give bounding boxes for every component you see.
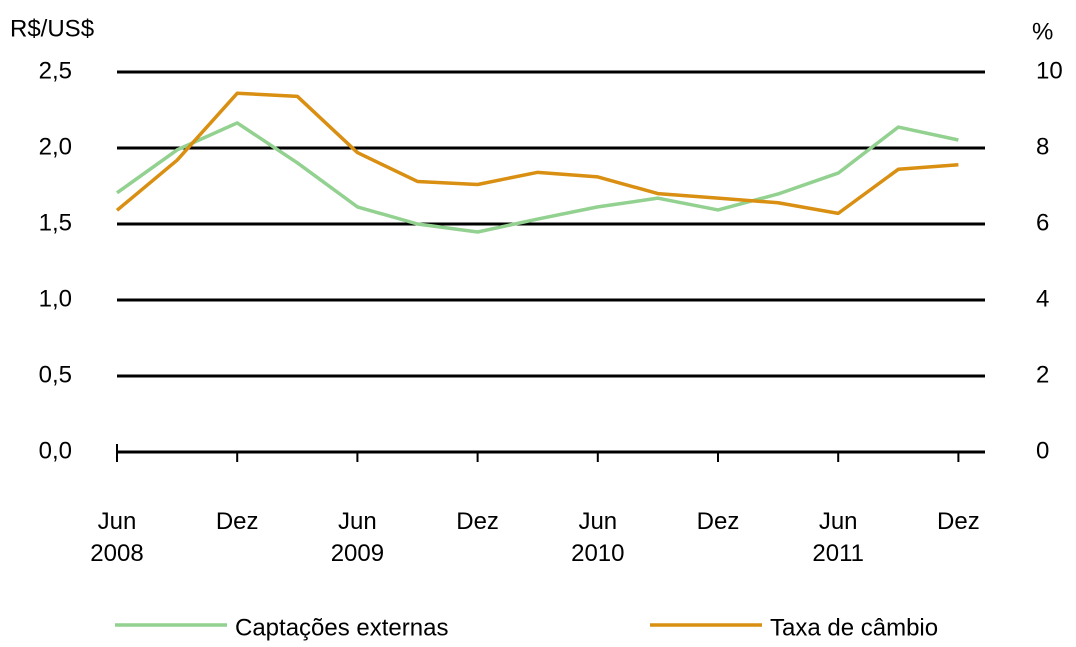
x-tick-label: Jun 2011 (812, 508, 864, 567)
y2-tick-label: 4 (1036, 285, 1049, 312)
legend-label: Captações externas (235, 614, 448, 641)
y-tick-label: 2,0 (39, 133, 72, 160)
y-tick-label: 1,5 (39, 209, 72, 236)
y-tick-label: 0,5 (39, 361, 72, 388)
y-tick-label: 0,0 (39, 437, 72, 464)
y-axis-title: R$/US$ (10, 15, 94, 42)
y2-tick-label: 10 (1036, 57, 1063, 84)
x-tick-label: Dez (696, 508, 740, 535)
legend-label: Taxa de câmbio (770, 614, 938, 641)
line (115, 91, 959, 216)
x-tick-label: Dez (937, 508, 980, 535)
line (115, 121, 959, 234)
y2-tick-label: 6 (1036, 209, 1049, 236)
y-tick-label: 1,0 (39, 285, 72, 312)
y2-tick-label: 2 (1036, 361, 1049, 388)
y-tick-label: 2,5 (39, 57, 72, 84)
x-tick-label: Jun 2010 (571, 508, 625, 567)
x-tick-label: Jun 2008 (90, 508, 144, 567)
y2-axis-title: % (1032, 18, 1053, 45)
x-tick-label: Dez (456, 508, 499, 535)
y2-tick-label: 8 (1036, 133, 1049, 160)
x-tick-label: Dez (215, 508, 259, 535)
y2-tick-label: 0 (1036, 437, 1049, 464)
x-tick-label: Jun 2009 (330, 508, 385, 567)
